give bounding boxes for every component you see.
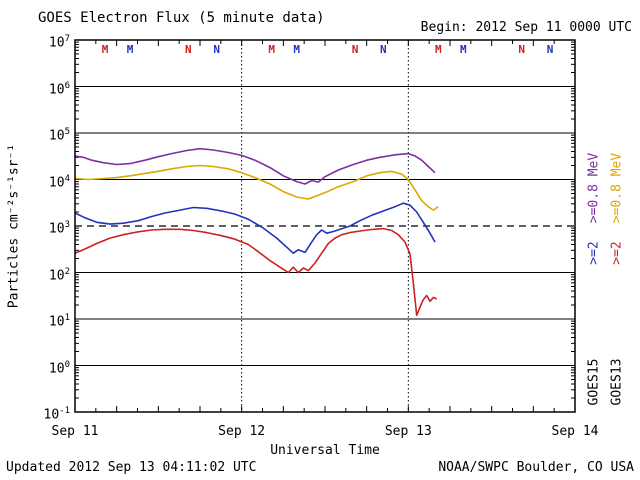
y-tick-label: 104 bbox=[48, 173, 70, 190]
legend-goes15-satellite-label: GOES15 bbox=[586, 358, 602, 406]
x-tick-label: Sep 11 bbox=[51, 424, 99, 439]
y-tick-label: 101 bbox=[48, 313, 70, 330]
event-marker-M: M bbox=[460, 43, 467, 56]
legend-goes13-e08-label: >=0.8 MeV bbox=[609, 152, 625, 224]
legend-goes15-e08-label: >=0.8 MeV bbox=[586, 152, 602, 224]
event-marker-N: N bbox=[185, 43, 192, 56]
legend-goes13-e2-label: >=2 bbox=[609, 241, 625, 265]
series-goes15_e2 bbox=[74, 202, 436, 254]
event-marker-N: N bbox=[213, 43, 220, 56]
y-tick-label: 100 bbox=[48, 359, 70, 376]
x-tick-label: Sep 12 bbox=[218, 424, 266, 439]
y-tick-label: 102 bbox=[48, 266, 70, 283]
x-tick-label: Sep 14 bbox=[551, 424, 599, 439]
event-marker-N: N bbox=[352, 43, 359, 56]
legend-goes13-satellite-label: GOES13 bbox=[609, 358, 625, 406]
event-marker-N: N bbox=[380, 43, 387, 56]
event-marker-M: M bbox=[268, 43, 275, 56]
credit-label: NOAA/SWPC Boulder, CO USA bbox=[438, 460, 634, 475]
begin-timestamp: Begin: 2012 Sep 11 0000 UTC bbox=[420, 20, 632, 35]
event-marker-N: N bbox=[518, 43, 525, 56]
legend-goes15-e2-label: >=2 bbox=[586, 241, 602, 265]
plot-frame bbox=[74, 39, 576, 413]
updated-timestamp: Updated 2012 Sep 13 04:11:02 UTC bbox=[6, 460, 257, 475]
y-tick-label: 10-1 bbox=[43, 406, 71, 423]
y-tick-label: 107 bbox=[48, 34, 70, 51]
event-marker-N: N bbox=[547, 43, 554, 56]
event-marker-M: M bbox=[127, 43, 134, 56]
event-marker-M: M bbox=[102, 43, 109, 56]
y-tick-label: 106 bbox=[48, 80, 70, 97]
x-tick-label: Sep 13 bbox=[384, 424, 432, 439]
y-tick-label: 103 bbox=[48, 220, 70, 237]
chart-title: GOES Electron Flux (5 minute data) bbox=[38, 10, 325, 26]
series-goes13_e08 bbox=[74, 164, 439, 211]
y-axis-label: Particles cm⁻²s⁻¹sr⁻¹ bbox=[6, 143, 22, 309]
x-axis-label: Universal Time bbox=[270, 443, 380, 458]
event-marker-M: M bbox=[293, 43, 300, 56]
y-tick-label: 105 bbox=[48, 127, 70, 144]
series-goes13_e2 bbox=[74, 227, 438, 317]
series-goes15_e08 bbox=[74, 147, 436, 185]
event-marker-M: M bbox=[435, 43, 442, 56]
